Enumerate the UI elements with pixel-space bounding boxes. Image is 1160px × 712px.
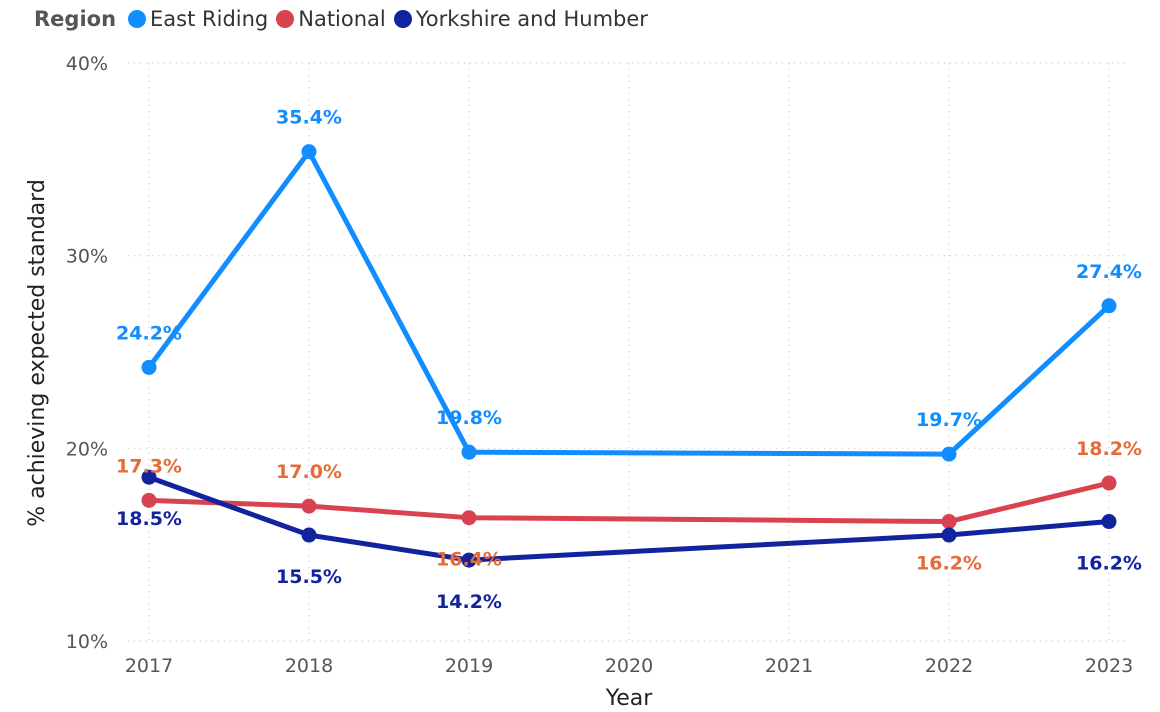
data-point-yorkshire-and-humber[interactable] — [301, 527, 317, 543]
y-tick-label: 10% — [66, 631, 108, 653]
x-tick-label: 2023 — [1085, 655, 1133, 677]
y-tick-label: 20% — [66, 438, 108, 460]
data-label-national: 16.2% — [916, 553, 982, 575]
legend-label-east-riding: East Riding — [150, 7, 269, 31]
legend-label-yorkshire-and-humber: Yorkshire and Humber — [415, 7, 648, 31]
data-point-national[interactable] — [461, 510, 477, 526]
data-label-national: 17.3% — [116, 455, 182, 477]
data-label-east-riding: 19.8% — [436, 407, 502, 429]
data-point-national[interactable] — [301, 498, 317, 514]
data-label-national: 18.2% — [1076, 438, 1142, 460]
data-point-yorkshire-and-humber[interactable] — [461, 552, 477, 568]
series-lines — [146, 149, 1112, 563]
y-axis-ticks: 10% 20% 30% 40% — [66, 53, 108, 653]
data-labels: 24.2% 35.4% 19.8% 19.7% 27.4% 17.3% 17.0% 16.4%… — [116, 107, 1142, 613]
y-tick-label: 30% — [66, 246, 108, 268]
y-tick-label: 40% — [66, 53, 108, 75]
data-label-yorkshire-and-humber: 14.2% — [436, 591, 502, 613]
data-point-national[interactable] — [941, 514, 957, 530]
series-points[interactable] — [141, 144, 1117, 568]
data-point-east-riding[interactable] — [461, 444, 477, 460]
data-point-yorkshire-and-humber[interactable] — [941, 527, 957, 543]
gridlines — [128, 62, 1130, 642]
legend-title: Region — [34, 7, 117, 31]
data-point-east-riding[interactable] — [941, 446, 957, 462]
data-point-yorkshire-and-humber[interactable] — [141, 469, 157, 485]
x-tick-label: 2022 — [925, 655, 973, 677]
x-tick-label: 2017 — [125, 655, 173, 677]
data-label-yorkshire-and-humber: 16.2% — [1076, 553, 1142, 575]
data-label-east-riding: 35.4% — [276, 107, 342, 129]
legend-item-yorkshire-and-humber[interactable]: Yorkshire and Humber — [393, 7, 648, 31]
legend-swatch-yorkshire-and-humber — [393, 10, 412, 28]
x-axis-title: Year — [605, 686, 654, 711]
legend-swatch-east-riding — [128, 10, 147, 28]
data-label-yorkshire-and-humber: 15.5% — [276, 566, 342, 588]
data-point-yorkshire-and-humber[interactable] — [1101, 514, 1117, 530]
x-tick-label: 2018 — [285, 655, 333, 677]
data-label-national: 17.0% — [276, 461, 342, 483]
data-label-east-riding: 27.4% — [1076, 261, 1142, 283]
data-point-east-riding[interactable] — [301, 144, 317, 160]
legend-item-east-riding[interactable]: East Riding — [128, 7, 268, 31]
data-label-national: 16.4% — [436, 549, 502, 571]
x-tick-label: 2021 — [765, 655, 813, 677]
series-line-national — [146, 480, 1112, 525]
chart-legend: Region East Riding National Yorkshire an… — [34, 4, 656, 34]
legend-label-national: National — [298, 7, 386, 31]
data-point-east-riding[interactable] — [141, 359, 157, 375]
legend-item-national[interactable]: National — [276, 7, 386, 31]
data-point-national[interactable] — [141, 492, 157, 508]
data-label-east-riding: 19.7% — [916, 409, 982, 431]
x-tick-label: 2019 — [445, 655, 493, 677]
legend-swatch-national — [276, 10, 295, 28]
data-point-east-riding[interactable] — [1101, 298, 1117, 314]
y-axis-title: % achieving expected standard — [25, 179, 50, 527]
x-axis-ticks: 2017 2018 2019 2020 2021 2022 2023 — [125, 655, 1133, 677]
data-label-yorkshire-and-humber: 18.5% — [116, 508, 182, 530]
data-point-national[interactable] — [1101, 475, 1117, 491]
data-label-east-riding: 24.2% — [116, 322, 182, 344]
x-tick-label: 2020 — [605, 655, 653, 677]
